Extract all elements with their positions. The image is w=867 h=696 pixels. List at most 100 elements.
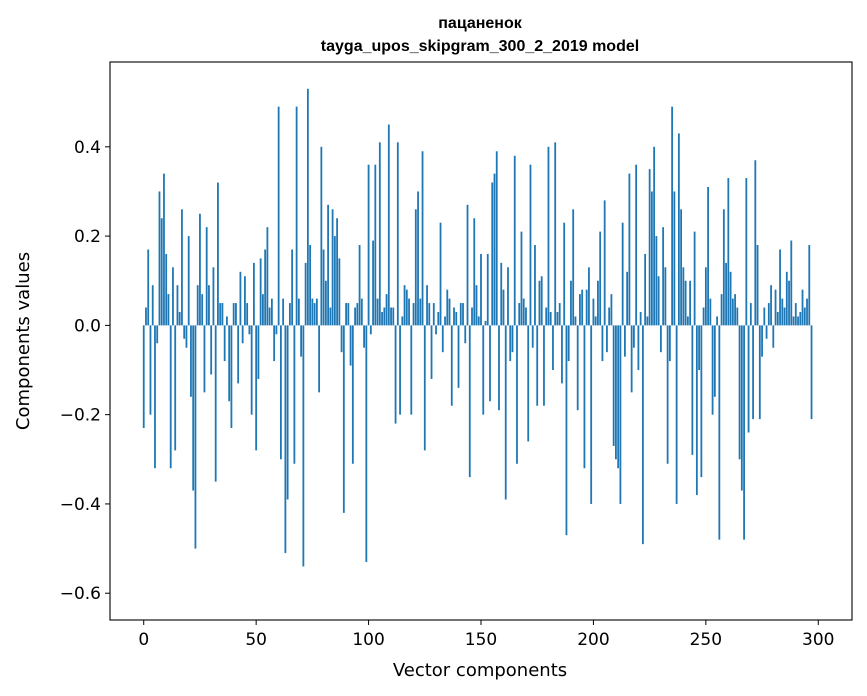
bar-206 xyxy=(606,325,608,353)
bar-189 xyxy=(567,325,570,362)
bar-125 xyxy=(423,325,426,451)
x-tick-label: 150 xyxy=(465,630,497,650)
bar-164 xyxy=(511,325,514,353)
bar-237 xyxy=(675,325,678,504)
bar-57 xyxy=(270,298,273,326)
bar-142 xyxy=(462,303,464,326)
bar-119 xyxy=(410,325,413,415)
bar-234 xyxy=(668,325,671,362)
bar-233 xyxy=(666,325,669,464)
bar-152 xyxy=(484,320,487,326)
bar-169 xyxy=(522,298,525,326)
bar-196 xyxy=(583,325,586,469)
bar-59 xyxy=(275,325,278,335)
bar-2 xyxy=(147,249,150,326)
bar-188 xyxy=(565,325,568,536)
bar-281 xyxy=(774,289,777,326)
bar-272 xyxy=(754,160,757,326)
bar-245 xyxy=(693,231,696,326)
bar-144 xyxy=(466,204,469,326)
bar-231 xyxy=(662,227,665,326)
bar-81 xyxy=(324,280,327,326)
bar-193 xyxy=(576,325,579,411)
bar-277 xyxy=(765,325,768,339)
bar-211 xyxy=(617,325,620,469)
bar-111 xyxy=(392,307,395,326)
bar-236 xyxy=(673,191,676,326)
bar-201 xyxy=(594,316,597,326)
bar-249 xyxy=(702,307,705,326)
bar-16 xyxy=(178,311,181,326)
bar-131 xyxy=(437,311,440,326)
bar-51 xyxy=(257,325,260,379)
bar-82 xyxy=(327,204,329,326)
bar-40 xyxy=(232,303,235,326)
bar-7 xyxy=(158,191,161,326)
bar-92 xyxy=(349,325,352,366)
bar-187 xyxy=(563,222,566,326)
bar-183 xyxy=(554,142,557,326)
bar-102 xyxy=(372,240,374,326)
bar-220 xyxy=(637,325,640,371)
bar-275 xyxy=(761,325,763,357)
bar-128 xyxy=(430,325,433,379)
bar-293 xyxy=(801,289,804,326)
bar-3 xyxy=(149,325,152,415)
bar-13 xyxy=(172,267,174,326)
bar-180 xyxy=(547,146,550,326)
bar-44 xyxy=(241,325,244,344)
bar-230 xyxy=(659,325,662,353)
x-tick-label: 0 xyxy=(138,630,149,650)
bar-148 xyxy=(475,285,478,326)
bar-288 xyxy=(790,240,793,326)
bar-58 xyxy=(273,325,276,362)
bar-252 xyxy=(709,298,712,326)
bar-174 xyxy=(534,245,536,326)
bar-127 xyxy=(428,303,431,326)
bar-75 xyxy=(311,298,314,326)
bar-151 xyxy=(482,325,485,415)
bar-250 xyxy=(704,267,707,326)
bar-25 xyxy=(199,213,201,326)
bar-264 xyxy=(736,307,739,326)
bar-91 xyxy=(347,303,350,326)
bar-199 xyxy=(590,325,593,504)
bar-285 xyxy=(783,307,786,326)
bar-23 xyxy=(194,325,197,549)
bar-165 xyxy=(513,155,516,326)
x-axis-ticks: 0 50 100 150 200 250 300 xyxy=(138,620,834,650)
bar-94 xyxy=(354,307,356,326)
y-tick-label: −0.4 xyxy=(60,495,101,515)
bar-66 xyxy=(291,249,294,326)
bar-261 xyxy=(729,271,732,326)
bar-232 xyxy=(664,267,667,326)
bar-204 xyxy=(601,325,604,362)
bar-251 xyxy=(707,186,709,326)
bar-141 xyxy=(459,303,462,326)
bar-4 xyxy=(151,285,154,326)
bar-101 xyxy=(369,325,372,335)
bar-0 xyxy=(142,325,145,429)
y-tick-label: −0.2 xyxy=(60,406,101,426)
bar-37 xyxy=(226,316,228,326)
bar-45 xyxy=(244,276,246,326)
bar-260 xyxy=(727,178,730,326)
bar-161 xyxy=(504,325,507,500)
bar-89 xyxy=(342,325,345,513)
bar-115 xyxy=(401,316,404,326)
bar-15 xyxy=(176,285,179,326)
bar-202 xyxy=(597,280,599,326)
bar-240 xyxy=(682,267,685,326)
bar-279 xyxy=(770,285,772,326)
bar-182 xyxy=(552,325,554,371)
bar-294 xyxy=(803,307,806,326)
y-tick-label: 0.0 xyxy=(74,316,101,336)
bar-166 xyxy=(516,325,518,464)
bar-185 xyxy=(558,303,561,326)
bar-71 xyxy=(302,325,305,567)
y-tick-label: −0.6 xyxy=(60,584,101,604)
bar-39 xyxy=(230,325,233,429)
bar-171 xyxy=(527,325,530,442)
bar-120 xyxy=(412,303,415,326)
bar-105 xyxy=(378,142,381,326)
